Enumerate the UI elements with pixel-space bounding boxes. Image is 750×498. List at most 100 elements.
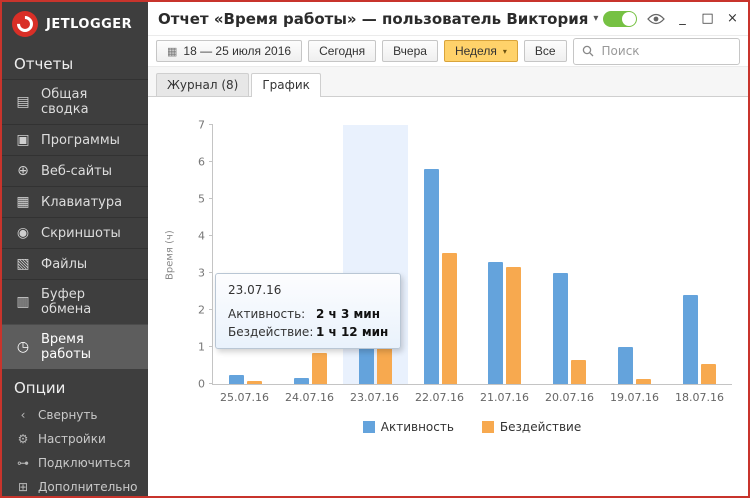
y-tick-mark <box>209 346 213 347</box>
bar-Бездействие-18.07.16[interactable] <box>701 363 717 384</box>
chart-plot: 23.07.16 Активность: 2 ч 3 мин Бездейств… <box>198 120 732 390</box>
app-logo: JETLOGGER <box>2 2 148 45</box>
bar-Бездействие-23.07.16[interactable] <box>376 339 392 384</box>
sidebar-item-label: Клавиатура <box>41 194 123 210</box>
chart: Время (ч) 23.07.16 Активность: 2 ч 3 мин… <box>162 120 732 434</box>
chart-panel: Время (ч) 23.07.16 Активность: 2 ч 3 мин… <box>148 97 748 496</box>
date-range-picker[interactable]: ▦ 18 — 25 июля 2016 <box>156 40 303 62</box>
y-tick-mark <box>209 272 213 273</box>
sidebar-section-options: Опции <box>14 379 66 397</box>
sidebar-item-files[interactable]: ▧ Файлы <box>2 248 148 279</box>
bar-Бездействие-19.07.16[interactable] <box>636 379 652 384</box>
close-button[interactable]: × <box>727 10 738 26</box>
sidebar-item-connect[interactable]: ⊶ Подключиться <box>2 451 148 475</box>
sidebar-item-clipboard[interactable]: ▥ Буфер обмена <box>2 279 148 324</box>
sidebar-item-label: Дополнительно <box>38 480 138 494</box>
tooltip-date: 23.07.16 <box>228 283 282 297</box>
week-button-label: Неделя <box>454 44 497 58</box>
week-button[interactable]: Неделя ▾ <box>443 40 518 62</box>
y-tick-mark <box>209 198 213 199</box>
tooltip-row: Активность: 2 ч 3 мин <box>228 307 388 321</box>
bar-Бездействие-22.07.16[interactable] <box>441 252 457 384</box>
sidebar-item-summary[interactable]: ▤ Общая сводка <box>2 79 148 124</box>
main-area: Отчет «Время работы» — пользователь Викт… <box>148 2 748 496</box>
maximize-button[interactable]: □ <box>701 10 714 26</box>
y-tick-mark <box>209 309 213 310</box>
plus-box-icon: ⊞ <box>17 480 29 494</box>
yesterday-button[interactable]: Вчера <box>382 40 438 62</box>
chart-group-19.07.16 <box>602 125 667 384</box>
sidebar-item-working-time[interactable]: ◷ Время работы <box>2 324 148 369</box>
sidebar-item-label: Программы <box>41 132 120 148</box>
y-tick-label: 2 <box>198 303 205 317</box>
calendar-icon: ▦ <box>167 45 178 58</box>
bar-Бездействие-24.07.16[interactable] <box>311 352 327 384</box>
bar-Активность-21.07.16[interactable] <box>488 261 504 384</box>
search-input[interactable] <box>599 43 731 59</box>
tab-journal[interactable]: Журнал (8) <box>156 73 250 96</box>
y-tick-label: 4 <box>198 229 205 243</box>
programs-icon: ▣ <box>16 132 30 148</box>
bar-Активность-18.07.16[interactable] <box>683 295 699 384</box>
sidebar-item-settings[interactable]: ⚙ Настройки <box>2 427 148 451</box>
bar-Активность-20.07.16[interactable] <box>553 273 569 384</box>
x-axis-label: 25.07.16 <box>220 391 269 404</box>
y-tick-label: 1 <box>198 340 205 354</box>
tooltip-label: Активность: <box>228 307 306 321</box>
x-axis-label: 19.07.16 <box>610 391 659 404</box>
y-tick-mark <box>209 235 213 236</box>
keyboard-icon: ▦ <box>16 194 30 210</box>
plot-wrap: 23.07.16 Активность: 2 ч 3 мин Бездейств… <box>178 120 732 434</box>
legend-label: Активность <box>380 420 454 434</box>
chart-group-25.07.16 <box>213 125 278 384</box>
sidebar-item-label: Свернуть <box>38 408 98 422</box>
y-tick-mark <box>209 124 213 125</box>
x-axis-label: 24.07.16 <box>285 391 334 404</box>
date-range-value: 18 — 25 июля 2016 <box>183 44 292 58</box>
tooltip-label: Бездействие: <box>228 325 314 339</box>
user-dropdown-chevron-icon[interactable]: ▾ <box>593 13 599 24</box>
sidebar-item-label: Общая сводка <box>41 87 89 117</box>
toolbar: ▦ 18 — 25 июля 2016 Сегодня Вчера Неделя… <box>148 36 748 67</box>
minimize-button[interactable]: _ <box>679 10 686 26</box>
eye-icon[interactable] <box>647 13 665 25</box>
legend-swatch <box>481 421 494 433</box>
bar-Активность-19.07.16[interactable] <box>618 347 634 384</box>
sidebar-section-reports: Отчеты <box>14 55 74 73</box>
chart-group-20.07.16 <box>537 125 602 384</box>
bar-Бездействие-21.07.16[interactable] <box>506 266 522 384</box>
page-title: Отчет «Время работы» — пользователь Викт… <box>158 9 589 28</box>
chart-group-18.07.16 <box>667 125 732 384</box>
files-icon: ▧ <box>16 256 30 272</box>
bar-Активность-22.07.16[interactable] <box>423 169 439 384</box>
monitoring-toggle[interactable] <box>603 10 637 27</box>
all-button[interactable]: Все <box>523 40 567 62</box>
chart-tooltip: 23.07.16 Активность: 2 ч 3 мин Бездейств… <box>215 273 402 349</box>
chart-group-24.07.16 <box>278 125 343 384</box>
sidebar-item-programs[interactable]: ▣ Программы <box>2 124 148 155</box>
legend-swatch <box>362 421 375 433</box>
titlebar: Отчет «Время работы» — пользователь Викт… <box>148 2 748 36</box>
sidebar-item-collapse[interactable]: ‹ Свернуть <box>2 403 148 427</box>
tab-bar: Журнал (8) График <box>148 67 748 97</box>
bar-Активность-24.07.16[interactable] <box>293 377 309 384</box>
bar-Бездействие-20.07.16[interactable] <box>571 359 587 384</box>
tab-chart[interactable]: График <box>251 73 321 97</box>
sidebar-item-label: Настройки <box>38 432 106 446</box>
bar-Бездействие-25.07.16[interactable] <box>246 381 262 384</box>
sidebar-item-label: Время работы <box>41 332 92 362</box>
x-axis-label: 20.07.16 <box>545 391 594 404</box>
sidebar-item-keyboard[interactable]: ▦ Клавиатура <box>2 186 148 217</box>
bar-Активность-25.07.16[interactable] <box>228 374 244 384</box>
sidebar-item-websites[interactable]: ⊕ Веб-сайты <box>2 155 148 186</box>
x-axis-label: 21.07.16 <box>480 391 529 404</box>
legend-item: Бездействие <box>481 420 581 434</box>
sidebar-item-screenshots[interactable]: ◉ Скриншоты <box>2 217 148 248</box>
chevron-down-icon: ▾ <box>502 46 507 56</box>
sidebar-item-more[interactable]: ⊞ Дополнительно <box>2 475 148 496</box>
sidebar-item-label: Скриншоты <box>41 225 121 241</box>
search-box <box>572 37 740 65</box>
today-button[interactable]: Сегодня <box>308 40 377 62</box>
sidebar-item-label: Файлы <box>41 256 88 272</box>
